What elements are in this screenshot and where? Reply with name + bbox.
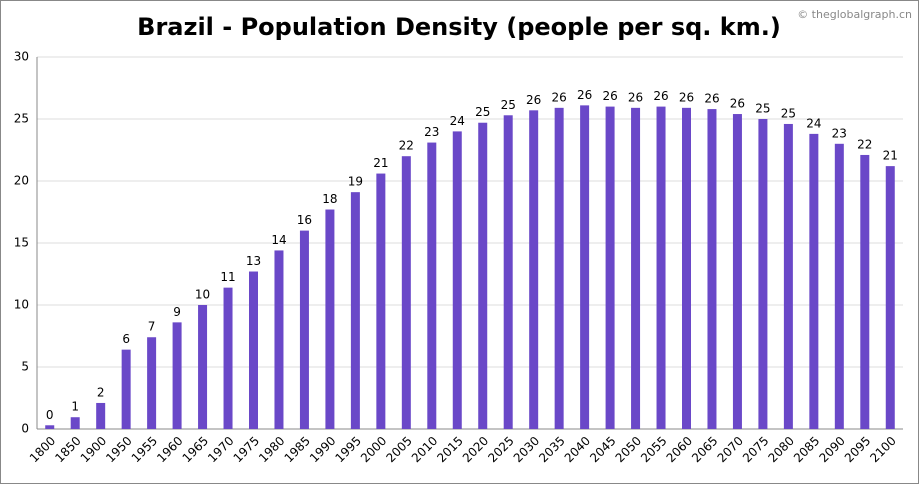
value-label: 14 xyxy=(271,233,286,247)
bar xyxy=(121,349,131,429)
bar xyxy=(885,166,895,429)
bar xyxy=(427,142,437,429)
bar xyxy=(656,106,666,429)
bar xyxy=(376,173,386,429)
bar xyxy=(503,115,513,429)
value-label: 26 xyxy=(628,90,643,104)
bar xyxy=(70,417,80,429)
bar xyxy=(325,209,335,429)
value-label: 26 xyxy=(730,97,745,111)
value-label: 24 xyxy=(450,114,465,128)
bar xyxy=(198,305,208,429)
bar xyxy=(834,143,844,430)
bar xyxy=(605,106,615,429)
bar xyxy=(707,109,717,429)
value-label: 1 xyxy=(71,400,79,414)
bar xyxy=(401,156,411,429)
value-label: 19 xyxy=(348,175,363,189)
bar xyxy=(172,322,182,429)
y-tick-label: 10 xyxy=(14,298,29,312)
bar xyxy=(783,123,793,430)
bar xyxy=(45,425,55,429)
value-label: 25 xyxy=(501,98,516,112)
bar xyxy=(631,107,641,429)
bar xyxy=(758,119,768,429)
value-label: 10 xyxy=(195,288,210,302)
value-label: 25 xyxy=(781,106,796,120)
value-label: 26 xyxy=(526,93,541,107)
bar xyxy=(682,107,691,429)
value-label: 26 xyxy=(552,90,567,104)
value-label: 21 xyxy=(373,156,388,170)
bar xyxy=(860,154,870,429)
value-label: 0 xyxy=(46,408,54,422)
value-label: 13 xyxy=(246,254,261,268)
value-label: 26 xyxy=(577,88,592,102)
y-tick-label: 20 xyxy=(14,174,29,188)
value-label: 16 xyxy=(297,213,312,227)
bar xyxy=(580,105,590,430)
bar xyxy=(452,131,462,429)
watermark: © theglobalgraph.cn xyxy=(797,8,912,21)
value-label: 23 xyxy=(832,126,847,140)
bar xyxy=(299,230,309,429)
value-label: 26 xyxy=(653,89,668,103)
bar xyxy=(147,337,157,429)
bar xyxy=(732,114,742,429)
y-tick-label: 0 xyxy=(21,422,29,436)
value-label: 21 xyxy=(883,149,898,163)
y-tick-label: 15 xyxy=(14,236,29,250)
bar xyxy=(249,271,258,429)
value-label: 23 xyxy=(424,125,439,139)
value-label: 25 xyxy=(475,105,490,119)
bar xyxy=(554,107,564,429)
value-label: 24 xyxy=(806,116,821,130)
value-label: 26 xyxy=(679,90,694,104)
value-label: 25 xyxy=(755,102,770,116)
value-label: 26 xyxy=(704,92,719,106)
value-label: 9 xyxy=(173,305,181,319)
value-label: 2 xyxy=(97,385,105,399)
bar xyxy=(478,122,488,429)
bar xyxy=(274,250,284,429)
value-label: 7 xyxy=(148,320,156,334)
bar xyxy=(223,287,233,429)
value-label: 18 xyxy=(322,192,337,206)
y-tick-label: 25 xyxy=(14,112,29,126)
bar xyxy=(809,133,819,429)
bar xyxy=(96,402,106,429)
y-tick-label: 30 xyxy=(14,50,29,64)
bar xyxy=(350,192,360,429)
value-label: 11 xyxy=(220,270,235,284)
value-label: 26 xyxy=(602,89,617,103)
y-tick-label: 5 xyxy=(21,360,29,374)
bar xyxy=(529,110,539,429)
value-label: 6 xyxy=(122,332,130,346)
chart-title: Brazil - Population Density (people per … xyxy=(137,13,781,41)
value-label: 22 xyxy=(857,137,872,151)
value-label: 22 xyxy=(399,139,414,153)
